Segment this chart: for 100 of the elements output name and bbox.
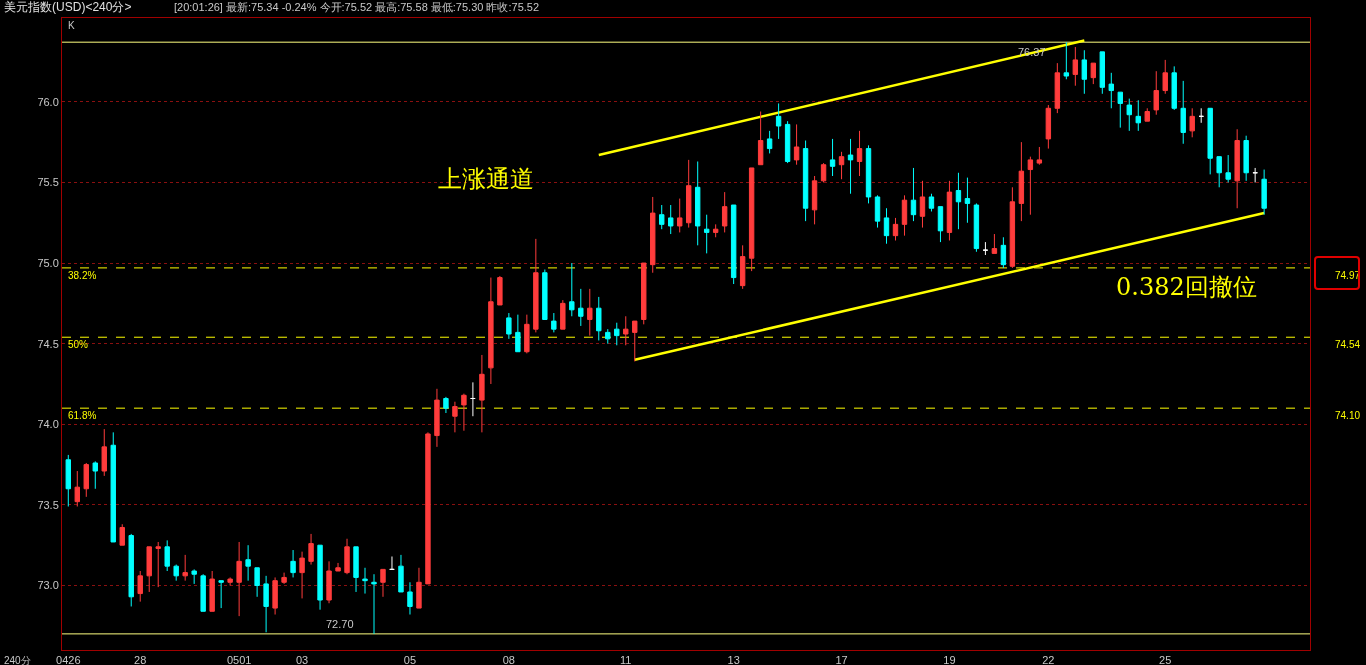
x-tick-label: 11 — [620, 654, 632, 665]
candlestick — [317, 544, 323, 611]
candlestick — [605, 328, 611, 345]
candlestick — [775, 102, 782, 140]
candlestick — [587, 288, 593, 337]
candlestick — [479, 354, 485, 433]
candlestick — [92, 460, 98, 490]
candlestick — [227, 576, 233, 587]
candlestick — [308, 533, 314, 566]
y-tick-label: 75.0 — [37, 256, 59, 269]
candlestick — [434, 388, 440, 448]
candlestick — [1063, 41, 1070, 80]
candlestick — [1054, 62, 1061, 114]
candlestick — [1207, 107, 1213, 175]
candlestick — [955, 172, 962, 230]
candlestick — [515, 314, 521, 353]
x-tick-label: 28 — [134, 654, 147, 665]
candlestick — [74, 470, 80, 508]
candlestick — [209, 570, 215, 612]
candlestick — [524, 314, 530, 354]
candlestick — [712, 223, 719, 238]
x-tick-label: 22 — [1042, 654, 1055, 665]
y-tick-label: 74.5 — [37, 337, 59, 350]
candlestick — [272, 576, 278, 616]
candlestick — [380, 568, 386, 598]
candlestick — [623, 315, 629, 346]
candlestick — [1108, 72, 1114, 109]
x-tick-label: 19 — [943, 654, 956, 665]
candlestick — [865, 144, 872, 204]
candlestick — [659, 204, 665, 230]
candlestick — [677, 198, 683, 233]
candlestick — [290, 549, 296, 578]
chart-subtitle: [20:01:26] 最新:75.34 -0.24% 今开:75.52 最高:75.58 最低:75.30 昨收:75.52 — [174, 1, 540, 13]
ref-line-label: 74.10 — [1335, 410, 1361, 421]
candlestick — [560, 299, 566, 330]
candlestick — [1018, 141, 1025, 222]
candlestick — [829, 138, 836, 177]
candlestick — [820, 162, 827, 183]
candlestick — [668, 204, 674, 235]
candlestick — [1261, 169, 1267, 216]
candlestick — [326, 560, 332, 604]
candlestick — [1234, 128, 1240, 209]
chart-title: 美元指数(USD)<240分> — [4, 0, 132, 15]
annotation: 50% — [68, 339, 89, 350]
candlestick — [937, 206, 944, 243]
candlestick — [425, 431, 431, 585]
candlestick — [614, 322, 620, 346]
candlestick — [1216, 156, 1222, 188]
candlestick — [155, 541, 161, 588]
candlestick — [964, 177, 971, 224]
candlestick — [569, 262, 575, 317]
candlestick — [1117, 91, 1123, 129]
candlestick — [1171, 65, 1177, 111]
candlestick — [632, 320, 638, 362]
candlestick — [83, 462, 89, 498]
candlestick — [703, 214, 710, 254]
candlestick — [299, 551, 305, 599]
candlestick — [757, 111, 764, 166]
candlestick — [1162, 59, 1168, 95]
candlestick — [191, 568, 197, 585]
candlestick — [1072, 46, 1079, 87]
candlestick — [847, 138, 854, 195]
annotation: 61.8% — [68, 410, 97, 421]
candlestick — [407, 581, 413, 616]
candlestick — [443, 396, 449, 414]
candlestick — [1000, 236, 1007, 269]
candlestick — [910, 167, 917, 222]
candlestick — [353, 546, 359, 593]
candlestick — [1153, 70, 1159, 116]
x-tick-label: 13 — [727, 654, 740, 665]
y-tick-label: 74.0 — [37, 418, 59, 431]
x-tick-label: 0426 — [56, 654, 81, 665]
candlestick — [452, 401, 458, 433]
candlestick — [236, 541, 242, 617]
candlestick — [173, 564, 179, 582]
candlestick — [470, 381, 476, 417]
candlestick — [164, 539, 170, 572]
y-tick-label: 75.5 — [37, 176, 59, 189]
candlestick — [856, 130, 863, 177]
candlestick — [371, 573, 377, 635]
candlestick — [1198, 107, 1204, 124]
candlestick — [883, 207, 890, 245]
x-tick-label: 17 — [835, 654, 848, 665]
y-tick-label: 73.5 — [37, 498, 59, 511]
candlestick — [110, 431, 116, 543]
candlestick — [1081, 49, 1088, 95]
candlestick — [802, 140, 809, 222]
candlestick — [146, 546, 152, 593]
candlestick — [973, 202, 980, 253]
candlestick — [497, 275, 503, 306]
candlestick — [1009, 186, 1016, 269]
candlestick — [766, 130, 773, 154]
candlestick — [721, 191, 728, 233]
candlestick — [65, 454, 71, 508]
candlestick — [263, 575, 269, 633]
x-tick-label: 05 — [403, 654, 417, 665]
candlestick — [641, 262, 647, 325]
x-tick-label: 08 — [502, 654, 515, 665]
y-tick-label: 73.0 — [37, 579, 59, 592]
candlestick — [838, 151, 845, 180]
